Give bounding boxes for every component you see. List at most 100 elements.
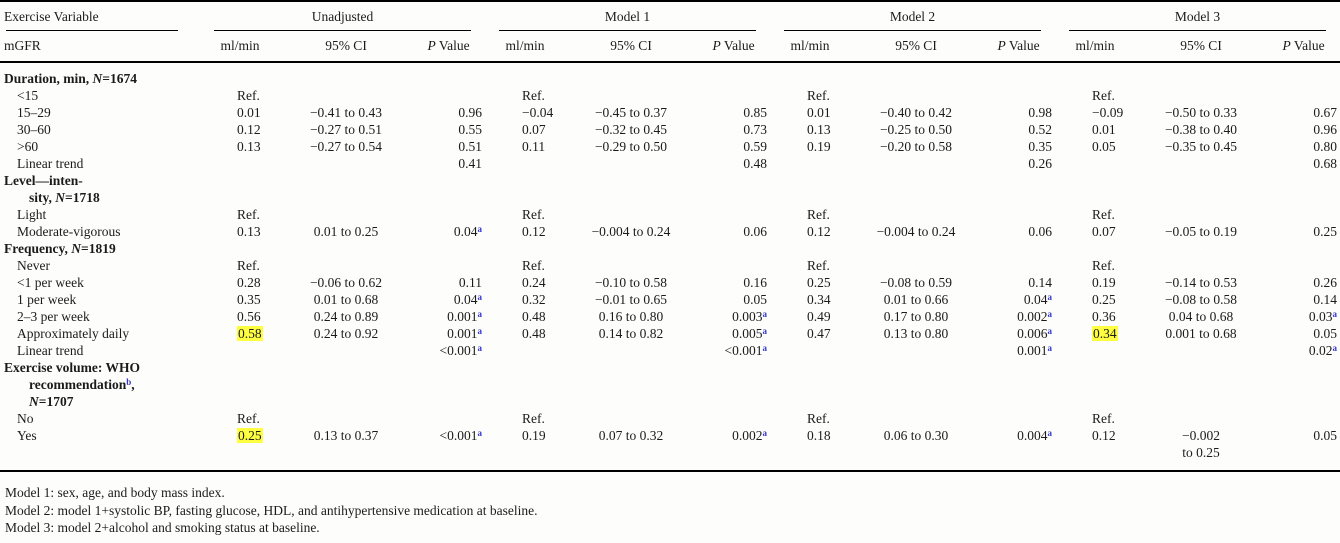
ci-cell: −0.20 to 0.58 [879, 139, 953, 154]
p-value-cell [412, 410, 485, 427]
ci-cell [1135, 342, 1267, 359]
p-value-cell [1267, 393, 1340, 410]
ci-cell [280, 62, 412, 87]
ml-min-cell: Ref. [522, 207, 545, 222]
ml-min-cell: 0.28 [237, 275, 261, 290]
ci-cell: −0.50 to 0.33 [1164, 105, 1238, 120]
table-row: 30–60 0.12 −0.27 to 0.51 0.55 0.07 −0.32 to 0… [0, 121, 1340, 138]
ml-min-cell [1055, 376, 1135, 393]
ml-min-cell: 0.25 [807, 275, 831, 290]
row-label: 30–60 [17, 122, 51, 137]
p-value-cell [982, 87, 1055, 104]
row-label: Approximately daily [17, 326, 130, 341]
p-value-cell: 0.41 [458, 156, 482, 171]
p-value-cell: 0.48 [743, 156, 767, 171]
ml-min-cell [200, 240, 280, 257]
ml-min-cell: 0.01 [1092, 122, 1116, 137]
row-label: Yes [17, 428, 37, 443]
ci-cell [565, 240, 697, 257]
subheader-p-value: P Value [412, 31, 485, 63]
ml-min-cell [485, 155, 565, 172]
row-label: Level—inten- [4, 173, 83, 188]
ci-cell: 0.07 to 0.32 [598, 428, 664, 443]
table-row: <1 per week 0.28 −0.06 to 0.62 0.11 0.24 −0.1… [0, 274, 1340, 291]
ml-min-cell [770, 172, 850, 189]
p-value-cell [412, 189, 485, 206]
table-row: Linear trend 0.41 0.48 0.26 0.68 [0, 155, 1340, 172]
ml-min-cell [200, 393, 280, 410]
ml-min-cell [485, 342, 565, 359]
p-value-cell: 0.005a [732, 326, 767, 341]
p-value-cell: 0.002a [732, 428, 767, 443]
ci-cell [565, 393, 697, 410]
p-value-cell [697, 172, 770, 189]
col1-subheader: mGFR [0, 31, 200, 63]
highlighted-value: 0.34 [1092, 326, 1118, 341]
ml-min-cell: Ref. [1092, 207, 1115, 222]
p-value-cell: 0.35 [1028, 139, 1052, 154]
ml-min-cell: 0.01 [807, 105, 831, 120]
ci-cell: −0.27 to 0.54 [309, 139, 383, 154]
footnote-model-3: Model 3: model 2+alcohol and smoking sta… [5, 520, 320, 535]
ci-cell: −0.38 to 0.40 [1164, 122, 1238, 137]
p-value-cell [982, 172, 1055, 189]
p-value-cell: 0.25 [1313, 224, 1337, 239]
ci-cell [280, 376, 412, 393]
p-value-cell [697, 257, 770, 274]
ml-min-cell [485, 62, 565, 87]
ml-min-cell [200, 376, 280, 393]
ci-cell [1135, 410, 1267, 427]
ml-min-cell: Ref. [1092, 411, 1115, 426]
group-header-4: Model 3 [1055, 1, 1340, 31]
p-value-cell: 0.14 [1313, 292, 1337, 307]
ci-cell: 0.01 to 0.66 [883, 292, 949, 307]
p-value-cell [982, 410, 1055, 427]
p-value-cell: 0.85 [743, 105, 767, 120]
ci-cell: −0.29 to 0.50 [594, 139, 668, 154]
p-value-cell [1267, 376, 1340, 393]
ml-min-cell [1055, 155, 1135, 172]
ml-min-cell: Ref. [522, 411, 545, 426]
ci-cell: −0.27 to 0.51 [309, 122, 383, 137]
p-value-cell [982, 62, 1055, 87]
row-label: Frequency, N=1819 [4, 241, 116, 256]
ml-min-cell: Ref. [237, 207, 260, 222]
p-value-cell: 0.52 [1028, 122, 1052, 137]
ci-cell [850, 359, 982, 376]
row-label: 2–3 per week [17, 309, 90, 324]
subheader-ml-min: ml/min [485, 31, 565, 63]
p-value-cell [1267, 87, 1340, 104]
subheader-95-ci: 95% CI [850, 31, 982, 63]
ci-cell [850, 62, 982, 87]
table-row: Duration, min, N=1674 [0, 62, 1340, 87]
ml-min-cell: 0.36 [1092, 309, 1116, 324]
footnote-model-2: Model 2: model 1+systolic BP, fasting gl… [5, 502, 538, 518]
subheader-95-ci: 95% CI [1135, 31, 1267, 63]
table-row: 1 per week 0.35 0.01 to 0.68 0.04a 0.32 −0.01… [0, 291, 1340, 308]
p-value-cell [982, 206, 1055, 223]
p-value-cell [1267, 359, 1340, 376]
ml-min-cell [1055, 342, 1135, 359]
ml-min-cell [770, 359, 850, 376]
ml-min-cell [200, 189, 280, 206]
subheader-ml-min: ml/min [770, 31, 850, 63]
table-footnotes: Model 1: sex, age, and body mass index. … [0, 484, 1340, 537]
p-value-cell: 0.55 [458, 122, 482, 137]
ci-cell [565, 376, 697, 393]
ci-cell [280, 240, 412, 257]
table-row: Exercise volume: WHO [0, 359, 1340, 376]
subheader-p-value: P Value [1267, 31, 1340, 63]
ci-cell [280, 410, 412, 427]
ml-min-cell: 0.07 [1092, 224, 1116, 239]
p-value-cell [982, 257, 1055, 274]
row-label: Exercise volume: WHO [4, 360, 140, 375]
ci-cell: 0.01 to 0.68 [313, 292, 379, 307]
ci-cell: 0.001 to 0.68 [1165, 326, 1237, 341]
ml-min-cell: 0.12 [522, 224, 546, 239]
ci-cell [280, 87, 412, 104]
p-value-cell [1267, 206, 1340, 223]
group-header-3: Model 2 [770, 1, 1055, 31]
table-row: Approximately daily 0.58 0.24 to 0.92 0.001… [0, 325, 1340, 342]
ml-min-cell: Ref. [1092, 258, 1115, 273]
p-value-cell [1267, 257, 1340, 274]
